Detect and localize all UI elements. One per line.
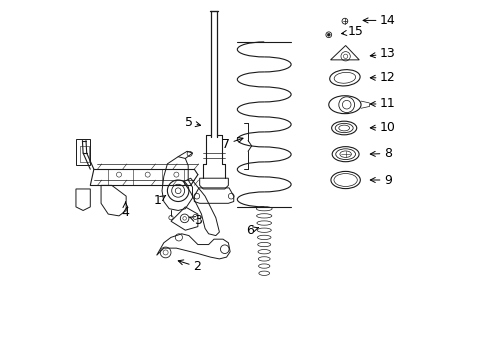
- Text: 6: 6: [246, 224, 258, 237]
- Text: 3: 3: [189, 214, 202, 227]
- Text: 12: 12: [369, 71, 395, 84]
- Text: 4: 4: [121, 202, 129, 220]
- Text: 5: 5: [184, 116, 200, 129]
- Text: 10: 10: [369, 121, 395, 134]
- Text: 1: 1: [153, 194, 165, 207]
- Text: 7: 7: [222, 138, 243, 150]
- Text: 11: 11: [369, 98, 395, 111]
- Text: 9: 9: [369, 174, 391, 186]
- Text: 14: 14: [363, 14, 395, 27]
- Text: 13: 13: [369, 47, 395, 60]
- Text: 15: 15: [341, 26, 363, 39]
- Circle shape: [326, 33, 329, 36]
- Text: 2: 2: [178, 260, 201, 273]
- Text: 8: 8: [369, 147, 391, 160]
